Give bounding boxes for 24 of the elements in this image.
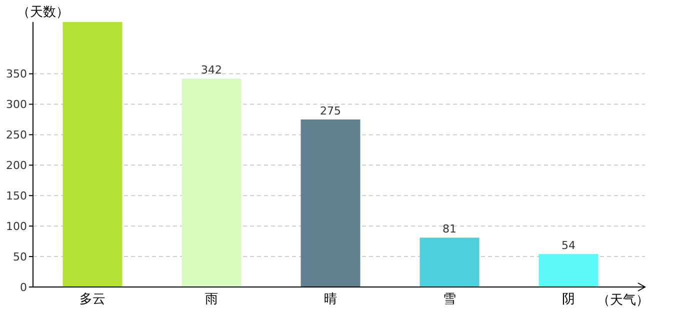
y-tick-label: 300 — [6, 98, 27, 112]
y-tick-label: 250 — [6, 128, 27, 142]
x-tick-label: 晴 — [324, 292, 337, 307]
bar — [300, 119, 360, 287]
x-tick-label: 多云 — [80, 292, 106, 307]
data-label: 342 — [201, 64, 222, 77]
data-label: 81 — [442, 222, 456, 236]
x-tick-label: 阴 — [562, 292, 575, 307]
y-tick-label: 100 — [6, 220, 27, 233]
y-tick-label: 0 — [20, 280, 27, 294]
data-label: 275 — [320, 104, 341, 118]
y-axis-title: （天数） — [17, 5, 69, 20]
x-tick-label: 雨 — [205, 292, 218, 307]
y-tick-label: 50 — [13, 250, 27, 264]
y-tick-label: 350 — [6, 68, 27, 81]
y-tick-label: 150 — [6, 189, 27, 202]
bar — [182, 78, 242, 287]
x-tick-label: 雪 — [443, 292, 456, 307]
bar — [420, 238, 480, 287]
y-tick-label: 200 — [6, 159, 27, 172]
data-label: 54 — [562, 239, 576, 252]
bar — [62, 22, 122, 287]
bar — [538, 254, 598, 287]
x-axis-title: （天气） — [597, 293, 649, 308]
